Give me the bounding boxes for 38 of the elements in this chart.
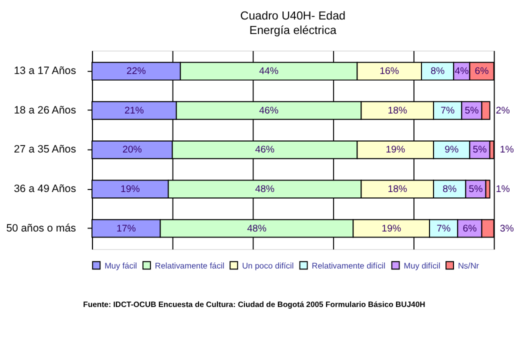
data-label: 16% [380, 66, 400, 78]
data-label: 1% [500, 144, 514, 156]
y-tick-label: 27 a 35 Años [14, 144, 76, 156]
data-label: 8% [442, 184, 458, 196]
data-label: 19% [120, 184, 140, 196]
data-label: 7% [440, 105, 455, 116]
data-label: 6% [462, 223, 478, 234]
data-label: 5% [472, 144, 488, 156]
data-label: 44% [259, 66, 279, 78]
data-label: 8% [430, 66, 445, 78]
data-label: 22% [126, 66, 146, 78]
chart-title: Cuadro U40H- Edad [240, 10, 346, 23]
data-label: 19% [382, 223, 402, 234]
data-label: 9% [444, 144, 460, 156]
data-label: 48% [255, 184, 275, 196]
data-label: 5% [468, 184, 484, 196]
data-label: 46% [255, 144, 275, 156]
data-label: 46% [259, 105, 279, 116]
data-label: 5% [464, 105, 480, 116]
data-label: 18% [388, 105, 408, 116]
y-tick-label: 36 a 49 Años [14, 183, 76, 196]
data-label: 19% [386, 144, 406, 156]
data-label: 48% [247, 223, 267, 234]
data-label: 7% [436, 223, 451, 234]
data-label: 20% [122, 144, 142, 156]
data-label: 6% [474, 66, 490, 78]
y-tick-label: 13 a 17 Años [14, 65, 76, 78]
data-label: 17% [116, 223, 136, 234]
data-label: 21% [124, 105, 144, 116]
data-label: 2% [496, 105, 510, 116]
data-label: 1% [496, 184, 510, 196]
data-label: 18% [388, 184, 408, 196]
y-tick-label: 18 a 26 Años [14, 104, 76, 116]
y-tick-label: 50 años o más [6, 222, 76, 234]
data-label: 4% [454, 66, 470, 78]
source-note: Fuente: IDCT-OCUB Encuesta de Cultura: Ciudad de Bogotá 2005 Formulario Básico BUJ40H [83, 300, 426, 310]
data-label: 3% [500, 223, 514, 234]
chart-subtitle: Energía eléctrica [249, 24, 337, 38]
